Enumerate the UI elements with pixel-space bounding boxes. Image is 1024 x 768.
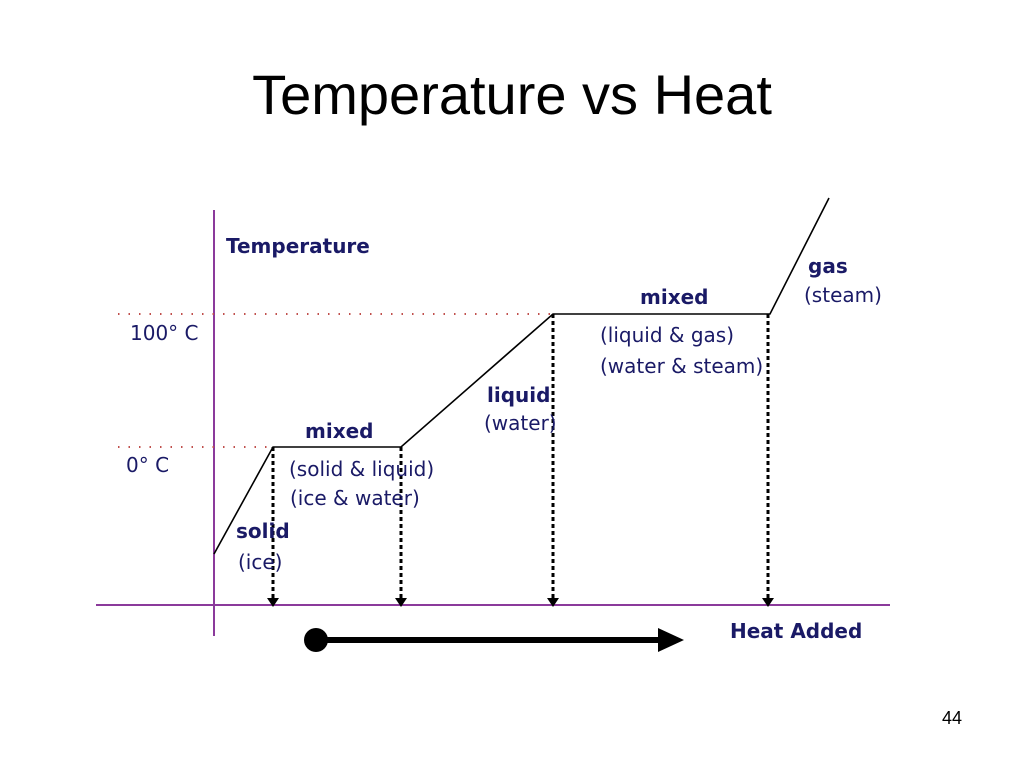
x-axis-label: Heat Added (730, 619, 862, 643)
slide-title: Temperature vs Heat (252, 63, 772, 126)
arrowhead-4 (762, 598, 774, 607)
arrowhead-1 (267, 598, 279, 607)
gas-phase-name: gas (808, 254, 848, 278)
boiling-phase-detail-2: (water & steam) (600, 354, 763, 378)
liquid-phase-name: liquid (487, 383, 550, 407)
melting-phase-name: mixed (305, 419, 373, 443)
heating-curve (213, 197, 830, 555)
boiling-point-label: 100° C (130, 321, 199, 345)
slide-number: 44 (941, 708, 962, 728)
y-axis-label: Temperature (226, 234, 370, 258)
arrowhead-3 (547, 598, 559, 607)
solid-phase-detail: (ice) (238, 550, 282, 574)
liquid-phase-detail: (water) (484, 411, 557, 435)
gas-phase-detail: (steam) (804, 283, 882, 307)
boiling-phase-name: mixed (640, 285, 708, 309)
freezing-point-label: 0° C (126, 453, 169, 477)
solid-phase-name: solid (236, 519, 290, 543)
arrowhead-2 (395, 598, 407, 607)
melting-phase-detail-1: (solid & liquid) (289, 457, 434, 481)
melting-phase-detail-2: (ice & water) (290, 486, 420, 510)
boiling-phase-detail-1: (liquid & gas) (600, 323, 734, 347)
heat-arrow-head (658, 628, 684, 652)
